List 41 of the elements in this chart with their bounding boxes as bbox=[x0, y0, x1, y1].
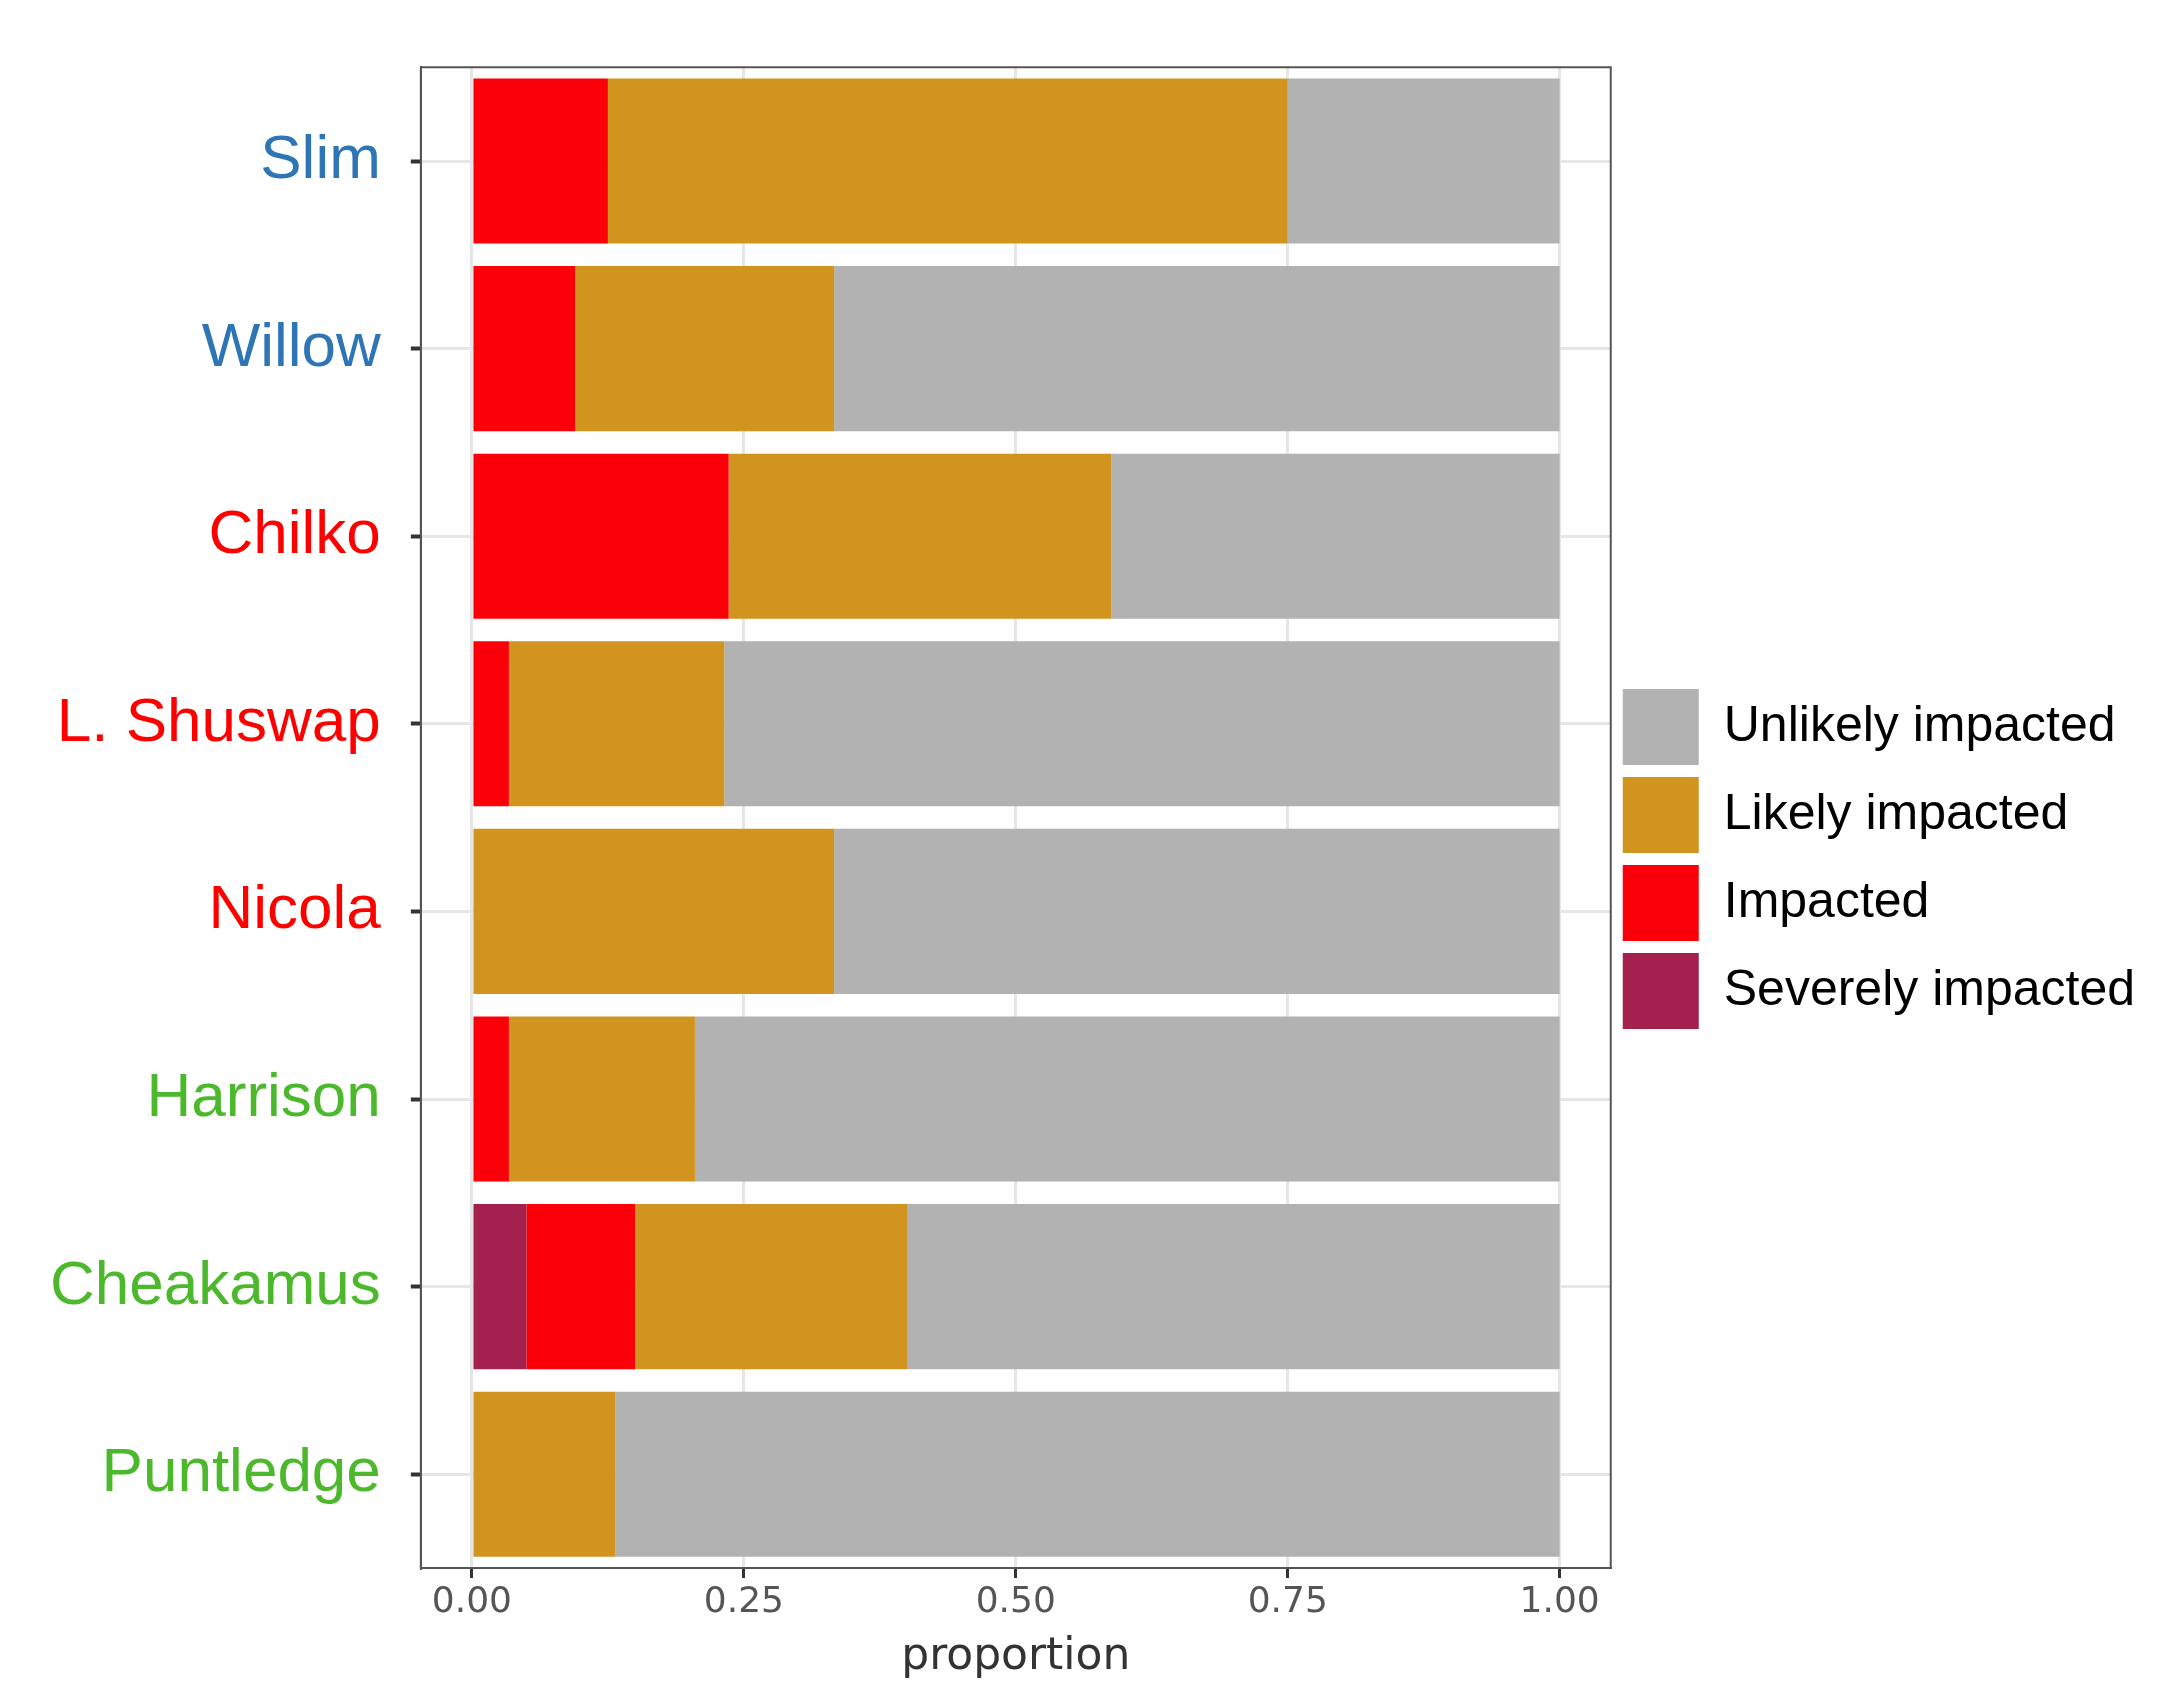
x-tick-label: 1.00 bbox=[1519, 1578, 1600, 1620]
bar bbox=[1287, 78, 1560, 244]
bar bbox=[728, 453, 1112, 619]
y-tick-label: L. Shuswap bbox=[56, 684, 381, 754]
y-tick-label: Willow bbox=[201, 309, 382, 379]
bar bbox=[615, 1391, 1560, 1557]
bar bbox=[473, 1204, 527, 1370]
x-tick-label: 0.50 bbox=[975, 1578, 1056, 1620]
legend-label: Unlikely impacted bbox=[1723, 695, 2116, 752]
y-tick-label: Puntledge bbox=[101, 1435, 381, 1505]
bar bbox=[907, 1204, 1560, 1370]
bar bbox=[473, 828, 835, 994]
bar bbox=[508, 641, 725, 807]
bar bbox=[473, 1016, 509, 1182]
bar bbox=[1111, 453, 1560, 619]
bar bbox=[473, 453, 729, 619]
y-tick-label: Chilko bbox=[208, 497, 381, 567]
bar bbox=[473, 1391, 616, 1557]
bar bbox=[834, 828, 1560, 994]
x-tick-label: 0.75 bbox=[1247, 1578, 1328, 1620]
bar bbox=[473, 78, 608, 244]
bar bbox=[834, 266, 1560, 432]
bar bbox=[473, 641, 509, 807]
x-tick-label: 0.25 bbox=[703, 1578, 784, 1620]
bar bbox=[526, 1204, 636, 1370]
x-tick-label: 0.00 bbox=[431, 1578, 513, 1620]
y-tick-label: Cheakamus bbox=[50, 1247, 381, 1317]
bar bbox=[635, 1204, 908, 1370]
bar bbox=[694, 1016, 1560, 1182]
bar bbox=[607, 78, 1288, 244]
x-axis-title: proportion bbox=[901, 1628, 1131, 1680]
bar bbox=[473, 266, 576, 432]
y-tick-label: Slim bbox=[260, 122, 381, 192]
legend-label: Likely impacted bbox=[1723, 783, 2069, 840]
legend-label: Severely impacted bbox=[1723, 959, 2136, 1016]
y-tick-label: Nicola bbox=[208, 872, 382, 942]
bar bbox=[508, 1016, 695, 1182]
y-tick-label: Harrison bbox=[146, 1060, 381, 1130]
bar bbox=[575, 266, 835, 432]
bar bbox=[724, 641, 1560, 807]
legend-label: Impacted bbox=[1723, 871, 1930, 928]
